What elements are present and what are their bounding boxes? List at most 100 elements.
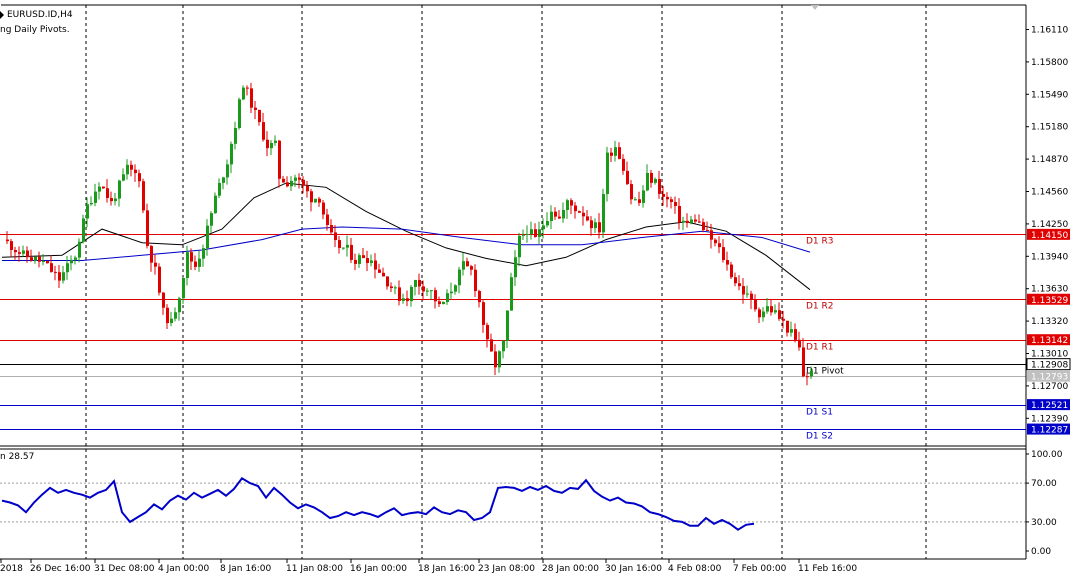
- price-tick-label: 1.14870: [1031, 155, 1068, 165]
- candlestick: [810, 366, 813, 380]
- candlestick: [146, 203, 149, 249]
- candlestick: [258, 109, 261, 126]
- candlestick: [50, 255, 53, 273]
- candlestick: [122, 168, 125, 182]
- candlestick: [602, 188, 605, 239]
- candlestick: [626, 161, 629, 186]
- candlestick: [402, 293, 405, 304]
- candlestick: [142, 178, 145, 214]
- candlestick: [218, 178, 221, 199]
- candlestick: [706, 221, 709, 231]
- candlestick: [18, 246, 21, 262]
- candlestick: [710, 223, 713, 249]
- candlestick: [434, 287, 437, 309]
- candlestick: [278, 139, 281, 188]
- candlestick: [254, 100, 257, 120]
- candlestick: [734, 272, 737, 287]
- candlestick: [730, 261, 733, 280]
- candlestick: [102, 186, 105, 189]
- pivot-price-tag: 1.12908: [1026, 358, 1071, 371]
- candlestick: [582, 206, 585, 226]
- candlestick: [370, 254, 373, 267]
- candlestick: [442, 301, 445, 305]
- candlestick: [134, 164, 137, 182]
- indicator-title: ng Daily Pivots.: [0, 25, 70, 35]
- candlestick: [646, 164, 649, 192]
- candlestick: [578, 210, 581, 213]
- oscillator-tick-label: 30.00: [1031, 518, 1057, 528]
- candlestick: [54, 265, 57, 281]
- candlestick: [22, 245, 25, 257]
- candlestick: [82, 214, 85, 244]
- candlestick: [334, 225, 337, 247]
- candlestick: [750, 290, 753, 310]
- time-tick-label: 4 Feb 08:00: [668, 564, 722, 574]
- time-tick-label: 31 Dec 08:00: [94, 564, 155, 574]
- candlestick: [178, 296, 181, 321]
- candlestick: [430, 290, 433, 300]
- price-tick-label: 1.13630: [1031, 285, 1068, 295]
- candlestick: [666, 192, 669, 208]
- candlestick: [374, 253, 377, 279]
- pivot-label: D1 S1: [806, 408, 833, 418]
- candlestick: [346, 235, 349, 257]
- oscillator-tick-label: 70.00: [1031, 479, 1057, 489]
- price-tick-label: 1.12390: [1031, 414, 1068, 424]
- candlestick: [774, 304, 777, 315]
- candlestick: [74, 255, 77, 265]
- candlestick: [610, 147, 613, 163]
- symbol-dropdown-icon[interactable]: [0, 11, 4, 19]
- candlestick: [654, 177, 657, 185]
- candlestick: [622, 154, 625, 175]
- oscillator-axis: 100.00 70.00 30.00 0.00: [1026, 450, 1063, 557]
- candlestick: [58, 264, 61, 289]
- candlestick: [386, 276, 389, 290]
- candlestick: [486, 322, 489, 348]
- candlestick: [778, 302, 781, 321]
- candlestick: [794, 323, 797, 343]
- candlestick: [326, 208, 329, 231]
- candlestick: [718, 236, 721, 254]
- candlestick: [762, 307, 765, 322]
- time-tick-label: 16 Jan 00:00: [350, 564, 407, 574]
- price-tick-label: 1.14560: [1031, 188, 1068, 198]
- pivot-label: D1 Pivot: [806, 367, 844, 377]
- candlestick: [390, 282, 393, 292]
- candlestick: [366, 250, 369, 272]
- candlestick: [30, 249, 33, 262]
- candlestick: [6, 231, 9, 244]
- candlestick: [638, 191, 641, 206]
- moving-averages: [1, 182, 811, 291]
- svg-text:1.12793: 1.12793: [1031, 373, 1068, 383]
- candlestick: [90, 196, 93, 206]
- candlestick: [758, 307, 761, 323]
- candlestick: [250, 82, 253, 114]
- candlestick: [786, 320, 789, 337]
- candlestick: [466, 257, 469, 267]
- candlestick: [378, 263, 381, 273]
- time-tick-label: 26 Dec 16:00: [30, 564, 91, 574]
- candlestick: [798, 331, 801, 351]
- pivot-label: D1 R3: [806, 237, 834, 247]
- chart-shift-marker-icon[interactable]: [811, 5, 819, 10]
- oscillator-value-label: n 28.57: [0, 452, 34, 462]
- candlestick: [550, 205, 553, 230]
- candlestick: [322, 200, 325, 220]
- candlestick: [350, 237, 353, 263]
- candlestick: [674, 196, 677, 214]
- time-tick-label: 11 Jan 08:00: [286, 564, 343, 574]
- candlestick: [458, 266, 461, 294]
- candlestick: [318, 196, 321, 207]
- candlestick: [358, 253, 361, 268]
- candlestick: [46, 260, 49, 264]
- candlestick: [270, 140, 273, 156]
- candlestick: [110, 191, 113, 206]
- candlestick: [530, 221, 533, 240]
- candlestick: [426, 288, 429, 297]
- svg-text:1.12521: 1.12521: [1031, 401, 1068, 411]
- candlestick: [242, 85, 245, 101]
- time-axis: 2018 26 Dec 16:00 31 Dec 08:00 4 Jan 00:00 8…: [0, 559, 857, 574]
- candlestick: [562, 202, 565, 223]
